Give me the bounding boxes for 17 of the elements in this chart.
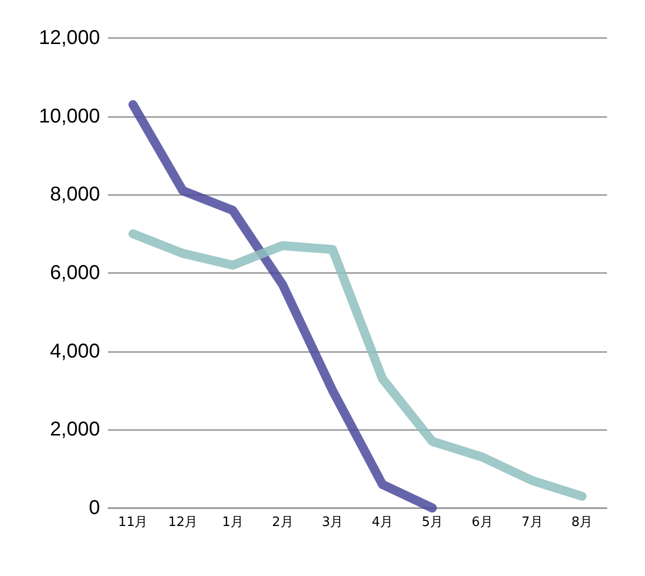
x-tick-label: 6月 — [472, 515, 493, 530]
x-tick-label: 2月 — [272, 515, 294, 530]
y-tick-label: 4,000 — [50, 340, 100, 362]
y-tick-label: 12,000 — [38, 27, 100, 49]
x-tick-label: 3月 — [322, 515, 344, 530]
y-tick-label: 8,000 — [50, 184, 100, 206]
x-tick-label: 7月 — [522, 515, 543, 530]
y-tick-label: 10,000 — [38, 105, 100, 128]
x-tick-label: 4月 — [372, 515, 394, 530]
x-tick-label: 12月 — [168, 515, 198, 530]
x-tick-label: 11月 — [118, 515, 148, 530]
y-tick-label: 2,000 — [50, 418, 100, 441]
x-tick-label: 8月 — [571, 515, 593, 530]
x-tick-label: 1月 — [222, 515, 244, 530]
y-tick-label: 6,000 — [50, 262, 100, 284]
x-tick-label: 5月 — [422, 515, 443, 530]
y-tick-label: 0 — [88, 497, 100, 519]
